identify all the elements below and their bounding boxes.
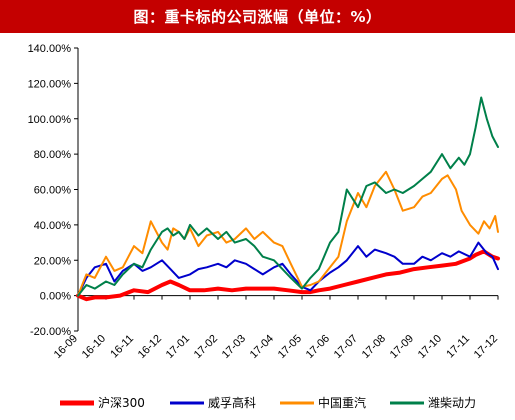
y-tick-label: 120.00% <box>28 78 72 90</box>
legend-label: 威孚高科 <box>208 395 256 410</box>
series-line-1 <box>76 249 500 302</box>
x-tick-label: 17-01 <box>164 333 192 361</box>
x-tick-label: 17-07 <box>332 333 360 361</box>
chart-title: 图：重卡标的公司涨幅（单位：%） <box>0 0 515 33</box>
x-tick-label: 17-05 <box>276 333 304 361</box>
series-line-3 <box>77 170 499 297</box>
x-tick-label: 17-09 <box>388 333 416 361</box>
x-tick-label: 17-10 <box>416 333 444 361</box>
y-tick-label: 40.00% <box>34 220 72 232</box>
series-line-2 <box>77 241 499 297</box>
y-tick-label: 60.00% <box>34 185 72 197</box>
y-tick-label: 0.00% <box>40 291 71 303</box>
legend: 沪深300 威孚高科 中国重汽 潍柴动力 <box>60 395 476 410</box>
legend-label: 沪深300 <box>98 396 145 410</box>
series-lines <box>76 96 500 302</box>
legend-label: 潍柴动力 <box>428 396 476 410</box>
legend-label: 中国重汽 <box>318 395 366 410</box>
y-tick-label: -20.00% <box>30 326 71 338</box>
x-tick-label: 16-11 <box>108 333 136 361</box>
x-tick-label: 17-04 <box>248 333 276 361</box>
x-tick-label: 16-10 <box>80 333 108 361</box>
x-tick-label: 17-03 <box>220 333 248 361</box>
x-tick-label: 17-06 <box>304 333 332 361</box>
series-line-4 <box>77 96 499 297</box>
x-tick-label: 16-12 <box>136 333 164 361</box>
y-tick-label: 80.00% <box>34 149 72 161</box>
x-tick-label: 17-02 <box>192 333 220 361</box>
x-tick-label: 17-12 <box>472 333 500 361</box>
axes: -20.00% 0.00% 20.00% 40.00% 60.00% 80.00% 100.… <box>28 43 501 361</box>
y-tick-label: 140.00% <box>28 43 72 55</box>
x-tick-label: 17-08 <box>360 333 388 361</box>
y-tick-label: 20.00% <box>34 255 72 267</box>
y-tick-label: 100.00% <box>28 114 72 126</box>
x-tick-label: 17-11 <box>444 333 472 361</box>
